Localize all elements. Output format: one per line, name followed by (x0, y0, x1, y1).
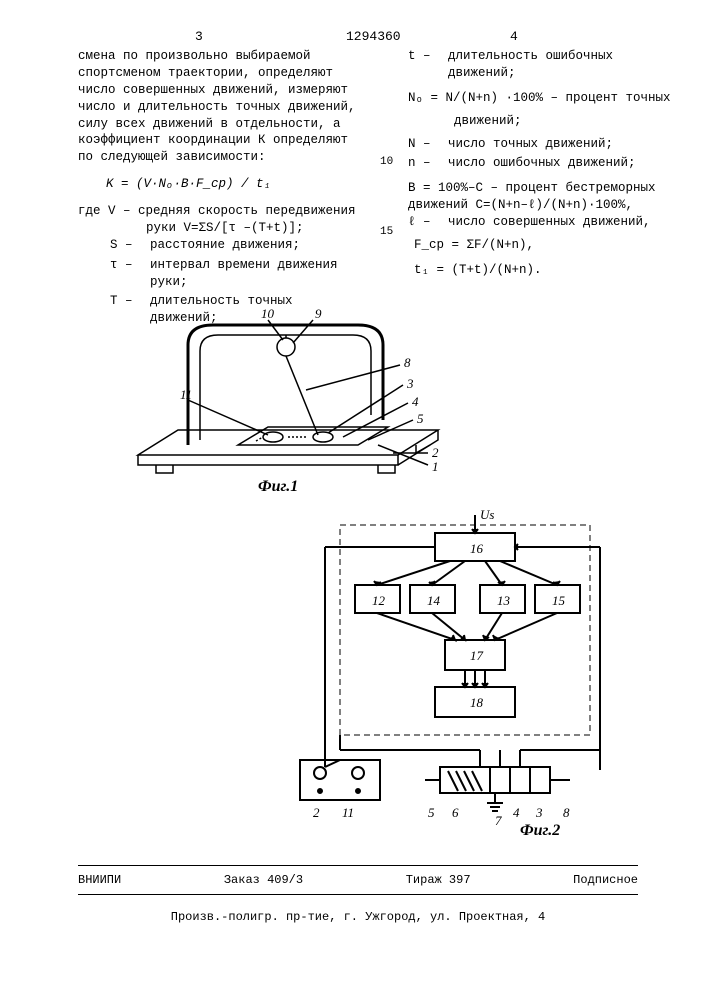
footer-address: Произв.-полигр. пр-тие, г. Ужгород, ул. … (78, 909, 638, 925)
def-tau-sym: τ – (110, 257, 150, 291)
footer-line1: ВНИИПИ Заказ 409/3 Тираж 397 Подписное (78, 865, 638, 895)
def-l-txt: число совершенных движений, (448, 214, 678, 231)
page-number-right: 4 (510, 28, 518, 46)
def-v-line2: руки V=ΣS/[τ –(T+t)]; (146, 220, 358, 237)
fig1-label-8: 8 (404, 355, 411, 370)
fig1-svg: 10 9 8 3 4 5 2 1 11 Фиг.1 (118, 305, 468, 495)
svg-text:17: 17 (470, 648, 484, 663)
fig2-label-5: 5 (428, 805, 435, 820)
formula-Fcp: F_cp = ΣF/(N+n), (414, 237, 678, 254)
def-N: N – число точных движений; (408, 136, 678, 153)
footer-order: Заказ 409/3 (224, 872, 303, 888)
fig2-label-3: 3 (535, 805, 543, 820)
fig2-svg: 16 12 14 13 15 17 18 Us (280, 505, 630, 835)
fig1-label-4: 4 (412, 394, 419, 409)
def-B: B = 100%–С – процент бестреморных движен… (408, 180, 678, 214)
formula-K: K = (V·Nₒ·B·F_cp) / t₁ (106, 176, 358, 193)
fig2-label-2: 2 (313, 805, 320, 820)
def-S-sym: S – (110, 237, 150, 254)
fig1-label-3: 3 (406, 376, 414, 391)
fig1-label-5: 5 (417, 411, 424, 426)
fig1-label-10: 10 (261, 306, 275, 321)
def-N-txt: число точных движений; (448, 136, 678, 153)
def-S-txt: расстояние движения; (150, 237, 358, 254)
def-l-sym: ℓ – (408, 214, 448, 231)
left-paragraph: смена по произвольно выбираемой спортсме… (78, 48, 358, 166)
left-column: смена по произвольно выбираемой спортсме… (78, 48, 358, 330)
fig2-label-11: 11 (342, 805, 354, 820)
formula-No: Nₒ = N/(N+n) ·100% – процент точных (408, 90, 678, 107)
def-t: t – длительность ошибочных движений; (408, 48, 678, 82)
svg-text:16: 16 (470, 541, 484, 556)
line-number-15: 15 (380, 225, 393, 240)
page-number-left: 3 (195, 28, 203, 46)
svg-text:15: 15 (552, 593, 566, 608)
fig1-label-9: 9 (315, 306, 322, 321)
fig1-label-2: 2 (432, 445, 439, 460)
fig2-label-8: 8 (563, 805, 570, 820)
formula-No-2: движений; (454, 113, 678, 130)
def-l: ℓ – число совершенных движений, (408, 214, 678, 231)
line-number-10: 10 (380, 155, 393, 170)
fig2-label-Us: Us (480, 507, 494, 522)
right-column: t – длительность ошибочных движений; Nₒ … (408, 48, 678, 279)
fig1-caption: Фиг.1 (258, 478, 298, 495)
def-N-sym: N – (408, 136, 448, 153)
svg-text:12: 12 (372, 593, 386, 608)
def-tau: τ – интервал времени движения руки; (110, 257, 358, 291)
fig2-label-6: 6 (452, 805, 459, 820)
footer-tirage: Тираж 397 (406, 872, 471, 888)
def-t-sym: t – (408, 48, 448, 82)
fig1-label-1: 1 (432, 459, 439, 474)
figure-1: 10 9 8 3 4 5 2 1 11 Фиг.1 (118, 305, 468, 495)
footer-sign: Подписное (573, 872, 638, 888)
footer-org: ВНИИПИ (78, 872, 121, 888)
fig1-label-11: 11 (180, 387, 192, 402)
svg-text:13: 13 (497, 593, 511, 608)
def-t-txt: длительность ошибочных движений; (448, 48, 678, 82)
figure-2: 16 12 14 13 15 17 18 Us (280, 505, 630, 835)
def-tau-txt: интервал времени движения руки; (150, 257, 358, 291)
fig2-label-4: 4 (513, 805, 520, 820)
svg-text:14: 14 (427, 593, 441, 608)
def-n-txt: число ошибочных движений; (448, 155, 678, 172)
formula-t1: t₁ = (T+t)/(N+n). (414, 262, 678, 279)
svg-text:18: 18 (470, 695, 484, 710)
where-label: где V – средняя скорость передвижения (78, 203, 358, 220)
def-S: S – расстояние движения; (110, 237, 358, 254)
def-n-sym: n – (408, 155, 448, 172)
fig2-label-7: 7 (495, 813, 502, 828)
footer: ВНИИПИ Заказ 409/3 Тираж 397 Подписное П… (78, 865, 638, 925)
def-n: n – число ошибочных движений; (408, 155, 678, 172)
page-number-center: 1294360 (346, 28, 401, 46)
fig2-caption: Фиг.2 (520, 822, 560, 835)
